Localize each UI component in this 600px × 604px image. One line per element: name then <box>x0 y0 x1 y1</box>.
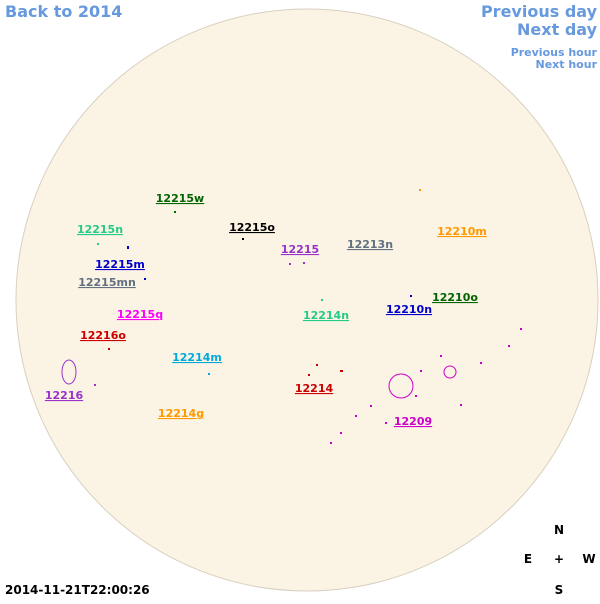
previous-hour-link[interactable]: Previous hour <box>511 46 598 59</box>
region-label[interactable]: 12215m <box>95 258 145 271</box>
compass-e: E <box>524 552 532 566</box>
solar-disk <box>15 8 599 592</box>
region-label[interactable]: 12214n <box>303 309 349 322</box>
region-label[interactable]: 12214g <box>158 407 204 420</box>
compass-w: W <box>582 552 595 566</box>
timestamp: 2014-11-21T22:00:26 <box>5 583 150 597</box>
region-label[interactable]: 12214m <box>172 351 222 364</box>
region-label[interactable]: 12216 <box>45 389 84 402</box>
next-hour-link[interactable]: Next hour <box>536 58 598 71</box>
compass-center: + <box>554 552 564 566</box>
region-label[interactable]: 12210m <box>437 225 487 238</box>
spot <box>388 373 414 399</box>
compass: N E + W S <box>524 523 596 597</box>
region-label[interactable]: 12216o <box>80 329 126 342</box>
compass-n: N <box>554 523 564 537</box>
spot-dots <box>108 348 343 376</box>
region-label[interactable]: 12214 <box>295 382 334 395</box>
region-label[interactable]: 12210n <box>386 303 432 316</box>
region-label[interactable]: 12215n <box>77 223 123 236</box>
region-label[interactable]: 12210o <box>432 291 478 304</box>
spot <box>61 359 77 385</box>
region-label[interactable]: 12209 <box>394 415 432 428</box>
sunspots <box>61 189 522 444</box>
region-label[interactable]: 12215w <box>156 192 204 205</box>
region-label[interactable]: 12215 <box>281 243 319 256</box>
next-day-link[interactable]: Next day <box>517 20 598 39</box>
compass-s: S <box>555 583 564 597</box>
region-labels: 12215w 12215n 12215o 12215 12213n 12210m 12215… <box>45 192 487 428</box>
region-label[interactable]: 12213n <box>347 238 393 251</box>
previous-day-link[interactable]: Previous day <box>481 2 598 21</box>
spot <box>443 365 457 379</box>
region-label[interactable]: 12215q <box>117 308 163 321</box>
region-label[interactable]: 12215mn <box>78 276 136 289</box>
spot-dots <box>330 328 522 444</box>
region-label[interactable]: 12215o <box>229 221 275 234</box>
back-link[interactable]: Back to 2014 <box>5 2 122 21</box>
spot-dots <box>127 246 412 297</box>
